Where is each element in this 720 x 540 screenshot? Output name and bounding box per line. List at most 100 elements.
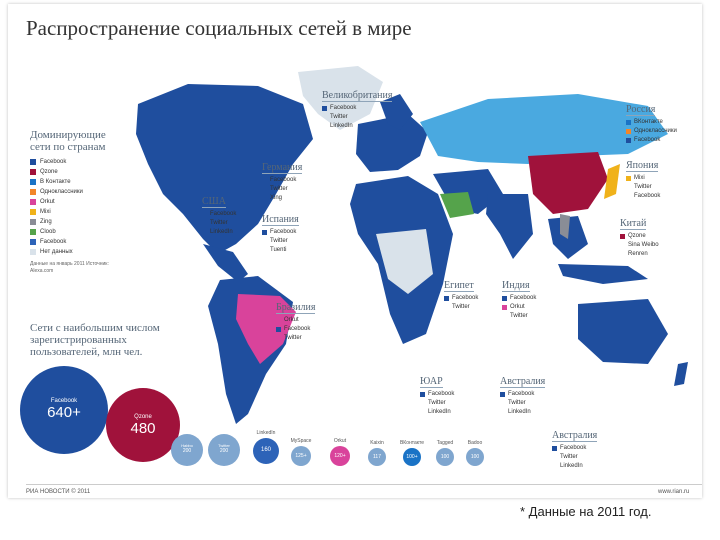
legend-swatch bbox=[500, 401, 505, 406]
map-russia bbox=[420, 94, 668, 164]
country-usa-list: Facebook Twitter LinkedIn bbox=[202, 210, 236, 237]
bubble-name: Facebook bbox=[50, 398, 78, 404]
country-uk-list: Facebook Twitter LinkedIn bbox=[322, 104, 356, 131]
bubble-badoo: 100 bbox=[466, 448, 484, 466]
bubble-facebook: Facebook 640+ bbox=[20, 366, 108, 454]
bubble-linkedin: 160 bbox=[253, 438, 279, 464]
legend-item: Qzone bbox=[30, 167, 120, 177]
network-label: Xing bbox=[270, 195, 283, 201]
country-uk-item: Twitter bbox=[322, 113, 356, 122]
country-egypt: Египет bbox=[444, 280, 474, 292]
legend-label: Facebook bbox=[40, 239, 67, 245]
legend-swatch bbox=[420, 410, 425, 415]
country-spain-item: Tuenti bbox=[262, 246, 296, 255]
network-label: Facebook bbox=[284, 326, 311, 332]
bubble-twitter: Twitter 200 bbox=[208, 434, 240, 466]
legend-swatch bbox=[626, 129, 631, 134]
bubble-kaixin: 117 bbox=[368, 448, 386, 466]
legend-swatch bbox=[552, 446, 557, 451]
legend-swatch bbox=[262, 239, 267, 244]
country-uk-item: LinkedIn bbox=[322, 122, 356, 131]
country-australia-inset-item: LinkedIn bbox=[552, 462, 586, 471]
map-china bbox=[528, 152, 608, 214]
network-label: Twitter bbox=[270, 238, 288, 244]
map-africa-nodata bbox=[376, 229, 433, 294]
legend-swatch bbox=[30, 249, 36, 255]
legend-swatch bbox=[276, 327, 281, 332]
map-iran bbox=[440, 192, 474, 218]
legend-swatch bbox=[30, 209, 36, 215]
country-australia-inset-item: Twitter bbox=[552, 453, 586, 462]
country-japan-item: Facebook bbox=[626, 192, 660, 201]
network-label: Qzone bbox=[628, 233, 646, 239]
legend-swatch bbox=[500, 410, 505, 415]
bubble-value: 200 bbox=[219, 448, 229, 454]
legend-swatch bbox=[620, 243, 625, 248]
legend-item: Orkut bbox=[30, 197, 120, 207]
legend-swatch bbox=[276, 336, 281, 341]
network-label: Twitter bbox=[284, 335, 302, 341]
legend-swatch bbox=[262, 196, 267, 201]
country-usa-item: LinkedIn bbox=[202, 228, 236, 237]
legend-swatch bbox=[276, 318, 281, 323]
footer-url: www.rian.ru bbox=[658, 489, 690, 495]
bubble-orkut: 120+ bbox=[330, 446, 350, 466]
country-australia-inset-list: Facebook Twitter LinkedIn bbox=[552, 444, 586, 471]
network-label: Facebook bbox=[330, 105, 357, 111]
country-japan-list: Mixi Twitter Facebook bbox=[626, 174, 660, 201]
country-russia: Россия bbox=[626, 104, 656, 116]
legend-swatch bbox=[30, 229, 36, 235]
bubble-label-tagged: Tagged bbox=[436, 440, 454, 446]
network-label: Facebook bbox=[634, 137, 661, 143]
legend-item: В Контакте bbox=[30, 177, 120, 187]
country-usa-item: Facebook bbox=[202, 210, 236, 219]
network-label: Facebook bbox=[210, 211, 237, 217]
legend-item: Mixi bbox=[30, 207, 120, 217]
country-egypt-item: Twitter bbox=[444, 303, 478, 312]
country-russia-item: Одноклассники bbox=[626, 127, 677, 136]
country-india-list: Facebook Orkut Twitter bbox=[502, 294, 536, 321]
country-spain-item: Facebook bbox=[262, 228, 296, 237]
network-label: Facebook bbox=[634, 193, 661, 199]
country-japan-item: Twitter bbox=[626, 183, 660, 192]
network-label: Twitter bbox=[510, 313, 528, 319]
country-china-item: Renren bbox=[620, 250, 659, 259]
network-label: Одноклассники bbox=[634, 128, 677, 134]
legend-item: Одноклассники bbox=[30, 187, 120, 197]
network-label: Facebook bbox=[270, 229, 297, 235]
legend-swatch bbox=[30, 169, 36, 175]
legend-swatch bbox=[322, 115, 327, 120]
network-label: Twitter bbox=[210, 220, 228, 226]
map-vietnam bbox=[560, 214, 570, 239]
map-north-america bbox=[136, 84, 313, 254]
legend: Доминирующие сети по странам Facebook Qz… bbox=[30, 129, 120, 275]
network-label: LinkedIn bbox=[428, 409, 451, 415]
legend-item: Facebook bbox=[30, 157, 120, 167]
bubble-name: Qzone bbox=[134, 414, 152, 420]
bubble-myspace: 125+ bbox=[291, 446, 311, 466]
country-egypt-item: Facebook bbox=[444, 294, 478, 303]
country-south-africa-item: LinkedIn bbox=[420, 408, 454, 417]
map-indonesia bbox=[558, 264, 648, 284]
legend-item: Zing bbox=[30, 217, 120, 227]
legend-swatch bbox=[30, 179, 36, 185]
country-india-item: Orkut bbox=[502, 303, 536, 312]
world-map bbox=[136, 66, 688, 424]
bubble-name: Twitter bbox=[218, 443, 230, 448]
country-germany-item: Facebook bbox=[262, 176, 296, 185]
legend-swatch bbox=[444, 305, 449, 310]
bubble-label-badoo: Badoo bbox=[467, 440, 483, 446]
network-label: Twitter bbox=[452, 304, 470, 310]
network-label: Twitter bbox=[428, 400, 446, 406]
legend-label: В Контакте bbox=[40, 179, 71, 185]
country-australia-item: LinkedIn bbox=[500, 408, 534, 417]
network-label: LinkedIn bbox=[210, 229, 233, 235]
map-new-zealand bbox=[674, 362, 688, 386]
country-china-item: Qzone bbox=[620, 232, 659, 241]
country-egypt-list: Facebook Twitter bbox=[444, 294, 478, 312]
country-south-africa: ЮАР bbox=[420, 376, 443, 388]
network-label: LinkedIn bbox=[560, 463, 583, 469]
country-russia-item: Facebook bbox=[626, 136, 677, 145]
legend-label: Cloob bbox=[40, 229, 56, 235]
country-australia-inset: Австралия bbox=[552, 430, 598, 442]
